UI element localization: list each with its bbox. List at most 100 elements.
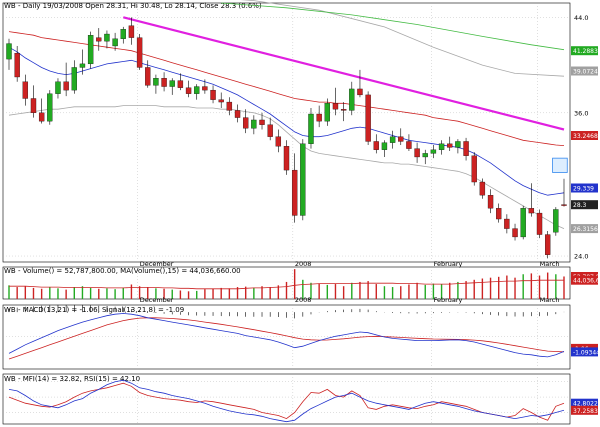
volume-bar-16	[138, 286, 141, 299]
volume-panel-title: WB - Volume() = 52,787,800.00, MA(Volume…	[4, 267, 241, 275]
candle-body-19	[161, 78, 167, 87]
candle-body-20	[169, 80, 175, 87]
candle-body-7	[63, 81, 69, 91]
candle-body-4	[38, 112, 45, 122]
volume-bar-58	[481, 278, 484, 299]
volume-bar-38	[318, 283, 320, 299]
macd-panel: -1.06-1.09344	[3, 304, 600, 360]
price-badge-2-label: 33.2468	[573, 133, 598, 140]
candle-body-21	[177, 80, 184, 88]
volume-bar-17	[147, 287, 149, 299]
volume-bar-15	[130, 284, 133, 299]
candle-body-41	[340, 109, 347, 111]
panel-frame-mfi	[2, 373, 571, 425]
candle-body-52	[430, 149, 437, 154]
volume-bar-5	[49, 287, 51, 299]
volume-panel: 52,787,80044,036,660	[8, 269, 600, 299]
volume-bar-36	[302, 279, 304, 299]
volume-bar-62	[514, 277, 516, 299]
volume-bar-68	[563, 276, 565, 299]
macd-signal-line	[8, 317, 565, 360]
candle-body-63	[520, 208, 526, 238]
volume-bar-8	[73, 287, 75, 299]
candle-body-61	[504, 218, 510, 229]
volume-bar-61	[506, 275, 508, 299]
ma-red-line	[8, 31, 565, 146]
ma-green-line	[221, 2, 565, 51]
candle-body-12	[104, 33, 110, 42]
volume-bar-46	[383, 286, 386, 299]
candle-body-13	[112, 38, 118, 47]
ma-gray-long-line	[240, 0, 565, 77]
volume-bar-32	[269, 287, 271, 299]
mfi-badge-0-label: 42.8022	[573, 401, 598, 408]
month-label-price-0: December	[140, 260, 174, 268]
candle-body-15	[128, 25, 135, 38]
volume-bar-1	[16, 287, 18, 299]
ma-gray-line	[8, 105, 565, 229]
candle-body-43	[357, 88, 363, 96]
volume-bar-21	[179, 290, 182, 299]
mfi-badge-1-bg	[571, 405, 598, 415]
month-label-price-1: 2008	[295, 260, 312, 268]
volume-bar-57	[473, 279, 475, 299]
volume-bar-63	[522, 274, 524, 299]
volume-bar-3	[32, 287, 35, 299]
macd-badge-1-label: -1.09344	[573, 349, 600, 356]
candle-body-9	[79, 63, 86, 68]
volume-bar-23	[196, 290, 198, 299]
macd-line	[8, 313, 565, 358]
volume-bar-13	[114, 289, 116, 299]
month-label-price-3: March	[540, 260, 560, 268]
candle-body-17	[145, 67, 151, 86]
candle-body-34	[283, 146, 290, 171]
volume-bar-22	[187, 291, 190, 299]
candle-body-25	[210, 89, 216, 100]
price-badge-4-label: 28.3	[573, 202, 587, 209]
price-badge-5-label: 26.3156	[573, 226, 598, 233]
volume-bar-56	[465, 281, 467, 299]
candle-body-14	[120, 29, 126, 39]
volume-bar-2	[24, 286, 27, 299]
candle-body-11	[96, 37, 102, 42]
volume-bar-7	[65, 289, 67, 299]
candle-body-45	[373, 141, 379, 150]
candle-body-68	[561, 204, 567, 206]
price-badge-3-label: 29.339	[573, 186, 594, 193]
volume-bar-24	[204, 289, 206, 299]
volume-badge-1-label: 44,036,660	[573, 278, 600, 285]
volume-bar-40	[334, 284, 337, 299]
volume-bar-53	[440, 284, 443, 299]
price-tick-label-1: 36.0	[574, 109, 588, 117]
volume-bar-54	[449, 282, 451, 299]
price-badge-0-label: 41.2883	[573, 48, 598, 55]
volume-bar-60	[498, 276, 500, 299]
candle-body-49	[406, 141, 412, 149]
month-label-volume-2: February	[434, 296, 463, 304]
candle-body-51	[422, 153, 428, 158]
axis-layer: December December 2008 2008 February February…	[140, 260, 560, 304]
volume-bar-18	[155, 288, 157, 299]
month-label-volume-1: 2008	[295, 296, 312, 304]
panel-frame-price	[2, 2, 571, 263]
candle-body-38	[316, 113, 322, 122]
candle-body-30	[251, 119, 257, 129]
candle-body-22	[185, 87, 192, 94]
price-badge-5-bg	[571, 224, 598, 234]
candle-body-65	[536, 212, 543, 235]
volume-bar-37	[310, 282, 312, 299]
month-label-volume-0: December	[140, 296, 174, 304]
volume-bar-26	[220, 287, 222, 299]
candle-body-58	[479, 181, 486, 196]
volume-bar-12	[106, 288, 108, 299]
price-panel-title: WB - Daily 19/03/2008 Open 28.31, Hi 30.…	[4, 2, 262, 10]
volume-ma-line	[9, 279, 564, 290]
volume-bar-30	[253, 287, 255, 299]
candle-body-29	[243, 117, 249, 129]
volume-bar-55	[457, 281, 459, 299]
panel-frame-macd	[2, 304, 571, 370]
candle-body-56	[463, 141, 469, 156]
macd-badge-1-bg	[571, 347, 598, 357]
